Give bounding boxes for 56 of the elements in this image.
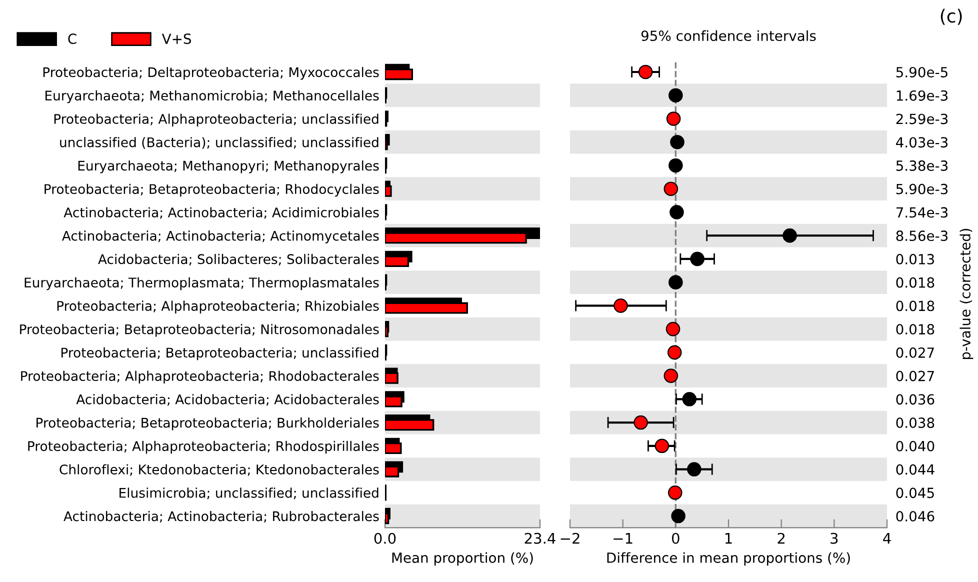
y-tick-label: Proteobacteria; Alphaproteobacteria; Rhodobacterales <box>21 370 379 384</box>
y-tick-label: Proteobacteria; Alphaproteobacteria; Rhodospirillales <box>28 440 379 454</box>
y-tick-label: unclassified (Bacteria); unclassified; unclassified <box>60 137 378 149</box>
x-tick-label: −2 <box>560 532 580 544</box>
y-tick-label: Proteobacteria; Betaproteobacteria; unclassified <box>61 347 378 360</box>
legend-label: V+S <box>162 34 191 44</box>
y-tick-label: Proteobacteria; Alphaproteobacteria; Rhizobiales <box>57 300 379 314</box>
y-tick-label: 0.040 <box>896 440 934 452</box>
y-tick-label: Chloroflexi; Ktedonobacteria; Ktedonobacterales <box>60 464 379 476</box>
y-tick-label: Euryarchaeota; Thermoplasmata; Thermoplasmatales <box>24 277 379 290</box>
y-tick-label: 0.018 <box>896 300 934 312</box>
y-tick-label: Elusimicrobia; unclassified; unclassified <box>120 488 378 500</box>
y-tick-label: Proteobacteria; Betaproteobacteria; Burkholderiales <box>36 418 379 430</box>
x-tick-label: 2 <box>778 532 785 544</box>
y-tick-label: 0.027 <box>896 347 934 358</box>
y-tick-label: Actinobacteria; Actinobacteria; Rubrobacterales <box>64 511 379 523</box>
x-tick-label: 0 <box>672 532 680 544</box>
text: (c) <box>940 8 962 25</box>
y-tick-label: Euryarchaeota; Methanopyri; Methanopyrales <box>78 160 379 174</box>
y-tick-label: 1.69e-3 <box>896 90 948 101</box>
y-tick-label: 2.59e-3 <box>896 114 948 124</box>
x-axis-title: Difference in mean proportions (%) <box>607 552 850 566</box>
y-tick-label: 5.90e-3 <box>896 184 948 194</box>
y-tick-label: 0.018 <box>896 324 934 335</box>
y-tick-label: Acidobacteria; Solibacteres; Solibacterales <box>98 254 379 266</box>
y-tick-label: Actinobacteria; Actinobacteria; Actinomycetales <box>62 230 379 244</box>
y-tick-label: 5.90e-5 <box>896 66 948 78</box>
x-tick-label: 0.0 <box>374 532 396 544</box>
y-tick-label: 0.018 <box>896 277 934 288</box>
chart-title: 95% confidence intervals <box>641 30 816 42</box>
y-tick-label: 0.045 <box>896 488 934 498</box>
x-tick-label: 3 <box>830 532 838 544</box>
y-tick-label: 8.56e-3 <box>896 230 948 242</box>
y-tick-label: Proteobacteria; Deltaproteobacteria; Myxococcales <box>43 66 379 80</box>
x-tick-label: −1 <box>614 533 632 544</box>
x-tick-label: 1 <box>725 533 732 544</box>
y-tick-label: Proteobacteria; Betaproteobacteria; Rhodocyclales <box>44 184 379 197</box>
y-tick-label: 0.046 <box>896 510 934 522</box>
x-tick-label: 23.4 <box>524 532 556 544</box>
y-tick-label: 0.036 <box>896 394 934 405</box>
y-tick-label: 0.027 <box>896 370 934 382</box>
y-tick-label: Actinobacteria; Actinobacteria; Acidimicrobiales <box>64 207 379 219</box>
y-axis-title: p-value (corrected) <box>960 228 974 360</box>
y-tick-label: Euryarchaeota; Methanomicrobia; Methanocellales <box>45 90 379 104</box>
y-tick-label: 0.044 <box>896 464 934 475</box>
legend-label: C <box>68 34 76 44</box>
y-tick-label: Acidobacteria; Acidobacteria; Acidobacterales <box>76 394 379 406</box>
y-tick-label: Proteobacteria; Betaproteobacteria; Nitrosomonadales <box>20 324 379 337</box>
y-tick-label: 0.013 <box>896 254 934 264</box>
y-tick-label: 5.38e-3 <box>896 160 948 171</box>
x-axis-title: Mean proportion (%) <box>392 552 533 566</box>
x-tick-label: 4 <box>883 533 891 544</box>
y-tick-label: 0.038 <box>896 418 934 428</box>
y-tick-label: 7.54e-3 <box>896 207 948 218</box>
y-tick-label: 4.03e-3 <box>896 137 948 148</box>
y-tick-label: Proteobacteria; Alphaproteobacteria; unclassified <box>54 114 378 126</box>
